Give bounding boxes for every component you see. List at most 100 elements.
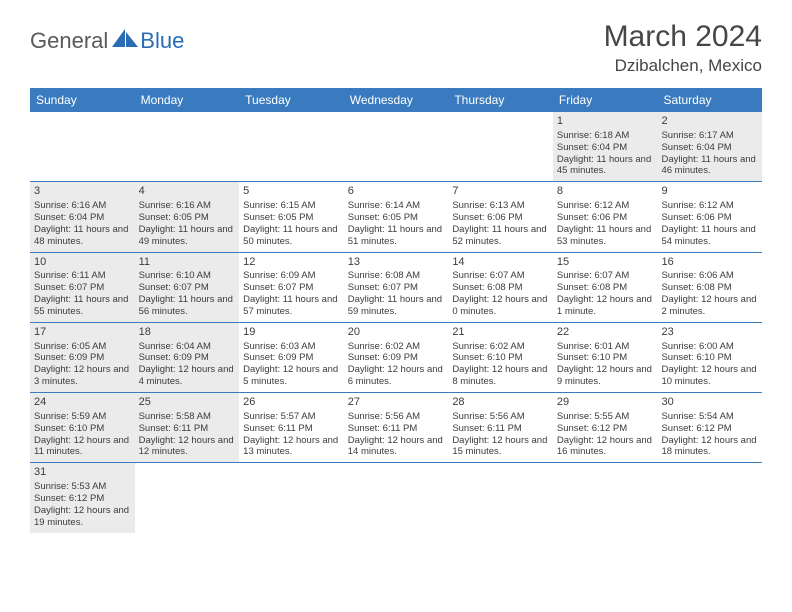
day-cell: 13Sunrise: 6:08 AMSunset: 6:07 PMDayligh…: [344, 253, 449, 322]
daylight-text: Daylight: 11 hours and 49 minutes.: [139, 224, 236, 248]
day-cell: 2Sunrise: 6:17 AMSunset: 6:04 PMDaylight…: [657, 112, 762, 181]
day-header-cell: Saturday: [657, 88, 762, 112]
daylight-text: Daylight: 12 hours and 8 minutes.: [452, 364, 549, 388]
daylight-text: Daylight: 12 hours and 11 minutes.: [34, 435, 131, 459]
day-cell: 10Sunrise: 6:11 AMSunset: 6:07 PMDayligh…: [30, 253, 135, 322]
daylight-text: Daylight: 11 hours and 50 minutes.: [243, 224, 340, 248]
sunset-text: Sunset: 6:10 PM: [452, 352, 549, 364]
sunrise-text: Sunrise: 5:55 AM: [557, 411, 654, 423]
empty-cell: [30, 112, 135, 181]
daylight-text: Daylight: 11 hours and 51 minutes.: [348, 224, 445, 248]
daylight-text: Daylight: 11 hours and 48 minutes.: [34, 224, 131, 248]
day-cell: 26Sunrise: 5:57 AMSunset: 6:11 PMDayligh…: [239, 393, 344, 462]
sunrise-text: Sunrise: 6:07 AM: [557, 270, 654, 282]
day-number: 20: [348, 326, 445, 340]
day-header-cell: Sunday: [30, 88, 135, 112]
daylight-text: Daylight: 12 hours and 15 minutes.: [452, 435, 549, 459]
day-cell: 28Sunrise: 5:56 AMSunset: 6:11 PMDayligh…: [448, 393, 553, 462]
daylight-text: Daylight: 12 hours and 2 minutes.: [661, 294, 758, 318]
empty-cell: [448, 112, 553, 181]
day-cell: 8Sunrise: 6:12 AMSunset: 6:06 PMDaylight…: [553, 182, 658, 251]
sunset-text: Sunset: 6:09 PM: [34, 352, 131, 364]
day-number: 2: [661, 115, 758, 129]
day-number: 21: [452, 326, 549, 340]
sunset-text: Sunset: 6:08 PM: [661, 282, 758, 294]
sunrise-text: Sunrise: 6:05 AM: [34, 341, 131, 353]
empty-cell: [657, 463, 762, 532]
logo-sail-icon: [112, 29, 138, 47]
sunrise-text: Sunrise: 6:09 AM: [243, 270, 340, 282]
day-cell: 3Sunrise: 6:16 AMSunset: 6:04 PMDaylight…: [30, 182, 135, 251]
daylight-text: Daylight: 11 hours and 54 minutes.: [661, 224, 758, 248]
day-cell: 31Sunrise: 5:53 AMSunset: 6:12 PMDayligh…: [30, 463, 135, 532]
day-number: 22: [557, 326, 654, 340]
logo-text-general: General: [30, 28, 108, 54]
day-number: 4: [139, 185, 236, 199]
sunset-text: Sunset: 6:07 PM: [139, 282, 236, 294]
day-number: 18: [139, 326, 236, 340]
sunset-text: Sunset: 6:05 PM: [243, 212, 340, 224]
empty-cell: [135, 463, 240, 532]
daylight-text: Daylight: 12 hours and 1 minute.: [557, 294, 654, 318]
sunrise-text: Sunrise: 6:17 AM: [661, 130, 758, 142]
sunset-text: Sunset: 6:12 PM: [661, 423, 758, 435]
sunrise-text: Sunrise: 6:13 AM: [452, 200, 549, 212]
sunset-text: Sunset: 6:09 PM: [139, 352, 236, 364]
sunset-text: Sunset: 6:04 PM: [661, 142, 758, 154]
day-header-cell: Thursday: [448, 88, 553, 112]
day-cell: 1Sunrise: 6:18 AMSunset: 6:04 PMDaylight…: [553, 112, 658, 181]
day-number: 11: [139, 256, 236, 270]
daylight-text: Daylight: 12 hours and 19 minutes.: [34, 505, 131, 529]
day-number: 15: [557, 256, 654, 270]
daylight-text: Daylight: 12 hours and 16 minutes.: [557, 435, 654, 459]
day-number: 1: [557, 115, 654, 129]
daylight-text: Daylight: 11 hours and 53 minutes.: [557, 224, 654, 248]
daylight-text: Daylight: 12 hours and 6 minutes.: [348, 364, 445, 388]
day-number: 26: [243, 396, 340, 410]
empty-cell: [135, 112, 240, 181]
day-cell: 7Sunrise: 6:13 AMSunset: 6:06 PMDaylight…: [448, 182, 553, 251]
title-block: March 2024 Dzibalchen, Mexico: [604, 20, 762, 76]
day-number: 16: [661, 256, 758, 270]
sunset-text: Sunset: 6:05 PM: [348, 212, 445, 224]
day-number: 29: [557, 396, 654, 410]
sunset-text: Sunset: 6:10 PM: [661, 352, 758, 364]
day-number: 30: [661, 396, 758, 410]
sunrise-text: Sunrise: 6:16 AM: [139, 200, 236, 212]
sunset-text: Sunset: 6:05 PM: [139, 212, 236, 224]
day-number: 24: [34, 396, 131, 410]
empty-cell: [553, 463, 658, 532]
empty-cell: [344, 463, 449, 532]
sunset-text: Sunset: 6:07 PM: [34, 282, 131, 294]
empty-cell: [239, 112, 344, 181]
sunrise-text: Sunrise: 5:56 AM: [348, 411, 445, 423]
week-row: 17Sunrise: 6:05 AMSunset: 6:09 PMDayligh…: [30, 323, 762, 393]
day-cell: 16Sunrise: 6:06 AMSunset: 6:08 PMDayligh…: [657, 253, 762, 322]
day-number: 6: [348, 185, 445, 199]
day-cell: 19Sunrise: 6:03 AMSunset: 6:09 PMDayligh…: [239, 323, 344, 392]
daylight-text: Daylight: 12 hours and 18 minutes.: [661, 435, 758, 459]
daylight-text: Daylight: 12 hours and 12 minutes.: [139, 435, 236, 459]
empty-cell: [344, 112, 449, 181]
sunrise-text: Sunrise: 6:08 AM: [348, 270, 445, 282]
sunrise-text: Sunrise: 6:14 AM: [348, 200, 445, 212]
day-number: 25: [139, 396, 236, 410]
day-number: 13: [348, 256, 445, 270]
empty-cell: [239, 463, 344, 532]
day-header-cell: Monday: [135, 88, 240, 112]
day-cell: 27Sunrise: 5:56 AMSunset: 6:11 PMDayligh…: [344, 393, 449, 462]
sunset-text: Sunset: 6:10 PM: [34, 423, 131, 435]
sunset-text: Sunset: 6:04 PM: [34, 212, 131, 224]
day-header-row: SundayMondayTuesdayWednesdayThursdayFrid…: [30, 88, 762, 112]
sunset-text: Sunset: 6:08 PM: [452, 282, 549, 294]
daylight-text: Daylight: 11 hours and 45 minutes.: [557, 154, 654, 178]
day-cell: 14Sunrise: 6:07 AMSunset: 6:08 PMDayligh…: [448, 253, 553, 322]
week-row: 24Sunrise: 5:59 AMSunset: 6:10 PMDayligh…: [30, 393, 762, 463]
day-number: 31: [34, 466, 131, 480]
sunset-text: Sunset: 6:11 PM: [243, 423, 340, 435]
sunrise-text: Sunrise: 5:58 AM: [139, 411, 236, 423]
daylight-text: Daylight: 12 hours and 10 minutes.: [661, 364, 758, 388]
day-cell: 29Sunrise: 5:55 AMSunset: 6:12 PMDayligh…: [553, 393, 658, 462]
sunset-text: Sunset: 6:12 PM: [557, 423, 654, 435]
sunrise-text: Sunrise: 6:18 AM: [557, 130, 654, 142]
